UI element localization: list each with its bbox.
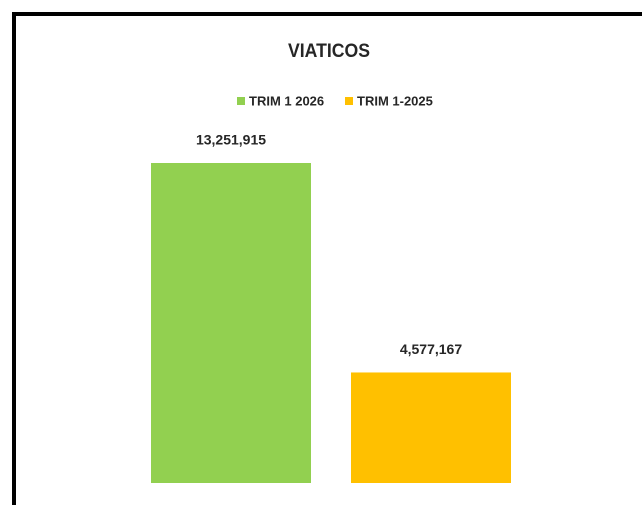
legend-swatch (237, 97, 245, 105)
legend-label: TRIM 1 2026 (249, 93, 324, 108)
bar (151, 163, 311, 483)
data-label: 4,577,167 (400, 341, 462, 357)
bar (351, 372, 511, 483)
chart-title: VIATICOS (288, 41, 370, 62)
data-label: 13,251,915 (196, 132, 266, 148)
legend-swatch (345, 97, 353, 105)
legend-label: TRIM 1-2025 (357, 93, 433, 108)
